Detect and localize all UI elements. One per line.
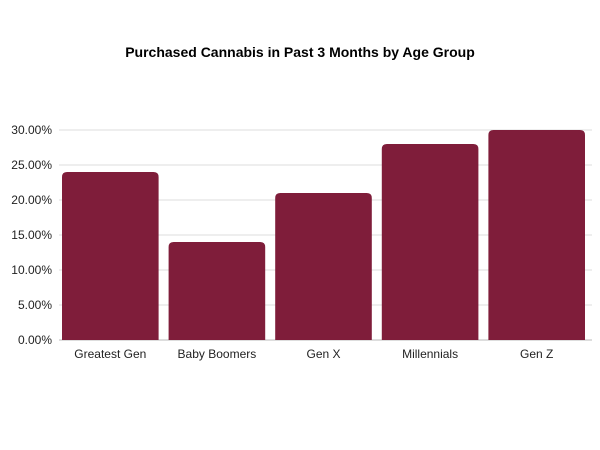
chart-title: Purchased Cannabis in Past 3 Months by A… bbox=[125, 44, 475, 60]
y-tick-label: 0.00% bbox=[18, 333, 52, 347]
y-tick-label: 20.00% bbox=[11, 193, 52, 207]
x-tick-label: Millennials bbox=[402, 347, 458, 361]
bar bbox=[275, 193, 372, 340]
bar bbox=[381, 144, 479, 340]
y-tick-label: 5.00% bbox=[18, 298, 52, 312]
x-tick-label: Greatest Gen bbox=[74, 347, 146, 361]
y-tick-label: 25.00% bbox=[11, 158, 52, 172]
y-tick-label: 10.00% bbox=[11, 263, 52, 277]
y-tick-label: 30.00% bbox=[11, 123, 52, 137]
x-tick-label: Baby Boomers bbox=[178, 347, 257, 361]
y-tick-label: 15.00% bbox=[11, 228, 52, 242]
x-tick-label: Gen X bbox=[306, 347, 340, 361]
bar bbox=[488, 130, 585, 340]
bar bbox=[168, 242, 266, 340]
bar bbox=[62, 172, 159, 340]
x-tick-label: Gen Z bbox=[520, 347, 553, 361]
